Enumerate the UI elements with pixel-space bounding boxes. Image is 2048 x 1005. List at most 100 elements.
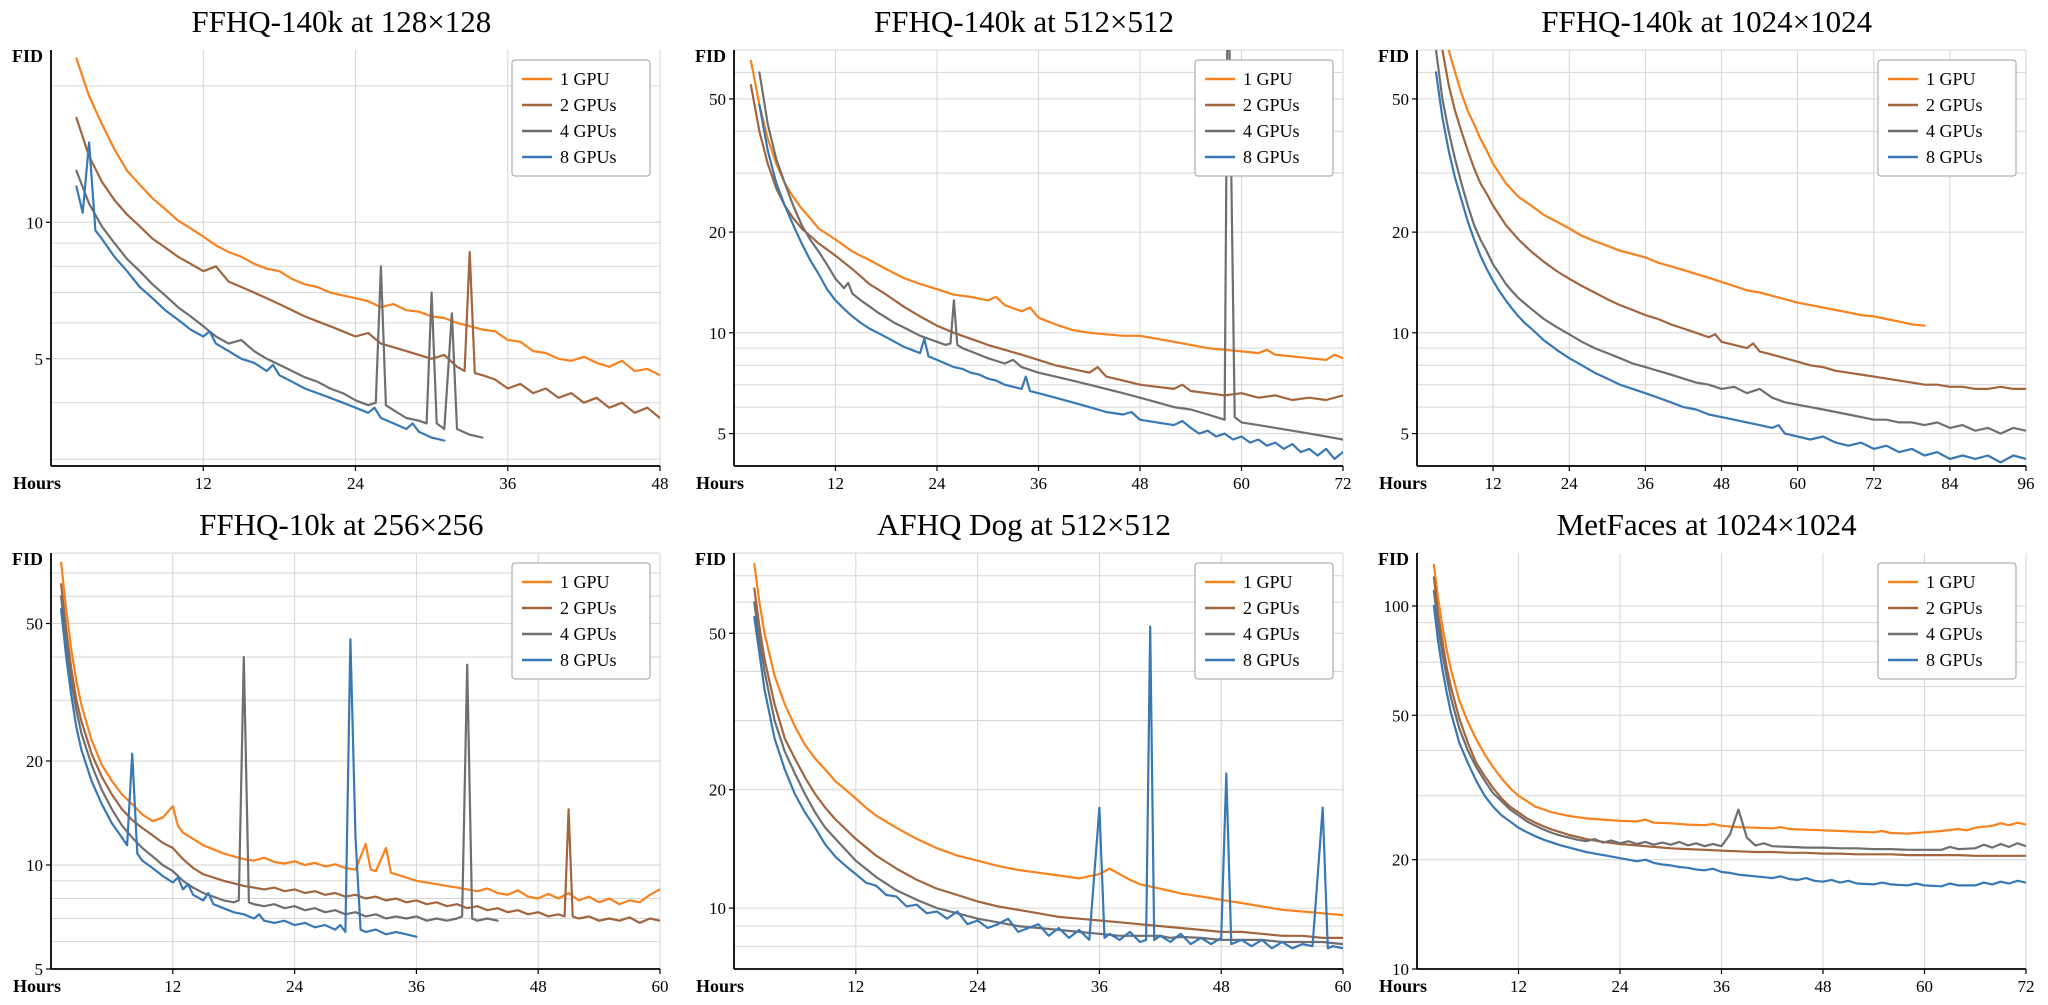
legend-label-4-gpus: 4 GPUs (1926, 624, 1983, 644)
legend-label-2-gpus: 2 GPUs (1243, 598, 1300, 618)
series-group (60, 561, 661, 938)
x-axis-label: Hours (1379, 976, 1427, 996)
legend-label-1-gpu: 1 GPU (1926, 572, 1976, 592)
legend-label-1-gpu: 1 GPU (1243, 572, 1293, 592)
x-tick-label: 96 (2017, 474, 2034, 493)
x-tick-label: 12 (195, 474, 212, 493)
x-tick-label: 12 (1510, 977, 1527, 996)
series-group (753, 562, 1343, 949)
legend-label-1-gpu: 1 GPU (560, 69, 610, 89)
x-tick-label: 24 (1560, 474, 1578, 493)
series-line-1-gpu (75, 57, 661, 377)
chart-plot: 12 24 36 48 60 72 10 20 50 100 FID Hours 1 GPU 2 GPUs… (1378, 549, 2035, 996)
x-tick-label: 24 (347, 474, 365, 493)
y-tick-label: 50 (709, 90, 726, 109)
x-tick-label: 36 (1637, 474, 1654, 493)
y-tick-label: 5 (35, 960, 44, 979)
series-line-2-gpus (749, 83, 1343, 402)
x-tick-label: 48 (1213, 977, 1230, 996)
chart-title: FFHQ-140k at 128×128 (191, 4, 492, 39)
series-line-1-gpu (60, 561, 661, 905)
legend-box (1194, 59, 1334, 177)
x-tick-label: 24 (928, 474, 946, 493)
y-tick-label: 20 (709, 780, 726, 799)
series-group (749, 50, 1343, 460)
chart-title: FFHQ-140k at 512×512 (874, 4, 1174, 39)
y-tick-label: 5 (717, 425, 726, 444)
chart-title: AFHQ Dog at 512×512 (877, 506, 1171, 542)
x-tick-label: 60 (1233, 474, 1250, 493)
series-line-1-gpu (1432, 563, 2026, 835)
y-tick-label: 50 (26, 614, 43, 633)
chart-panel-metfaces-1024: MetFaces at 1024×1024 12 24 36 48 60 72 10 20 50… (1365, 503, 2048, 1005)
series-group (1434, 50, 2026, 464)
x-axis-label: Hours (13, 976, 61, 996)
series-line-4-gpus (60, 594, 500, 922)
x-tick-label: 60 (652, 977, 669, 996)
chart-plot: 12 24 36 48 5 10 FID Hours 1 GPU 2 GPUs 4 GPUs 8 GP… (12, 46, 669, 493)
chart-panel-ffhq140k-512: FFHQ-140k at 512×512 12 24 36 48 60 72 5 10 20 50… (683, 0, 1366, 503)
legend-label-4-gpus: 4 GPUs (560, 121, 617, 141)
x-tick-label: 36 (1713, 977, 1730, 996)
x-axis-label: Hours (13, 473, 61, 493)
chart-plot: 12 24 36 48 60 5 10 20 50 FID Hours 1 GPU 2 GPUs 4 GP… (12, 549, 669, 996)
legend-label-8-gpus: 8 GPUs (1243, 147, 1300, 167)
y-tick-label: 10 (709, 899, 726, 918)
y-tick-label: 10 (26, 856, 43, 875)
x-tick-label: 60 (1916, 977, 1933, 996)
y-tick-label: 5 (1400, 425, 1409, 444)
x-tick-label: 48 (530, 977, 547, 996)
x-tick-label: 60 (1334, 977, 1351, 996)
y-axis-label: FID (12, 46, 43, 66)
series-group (75, 57, 661, 442)
series-line-4-gpus (1434, 50, 2026, 435)
series-line-4-gpus (758, 50, 1343, 441)
y-axis-label: FID (1378, 549, 1409, 569)
legend-label-1-gpu: 1 GPU (1926, 69, 1976, 89)
series-line-2-gpus (1440, 50, 2026, 390)
x-tick-label: 24 (286, 977, 304, 996)
x-axis-label: Hours (696, 976, 744, 996)
x-tick-label: 24 (1611, 977, 1629, 996)
y-tick-label: 10 (26, 213, 43, 232)
series-line-4-gpus (75, 169, 484, 439)
chart-title: FFHQ-140k at 1024×1024 (1541, 4, 1873, 39)
legend-label-8-gpus: 8 GPUs (1243, 650, 1300, 670)
series-group (1432, 563, 2026, 887)
x-tick-label: 72 (1865, 474, 1882, 493)
series-line-4-gpus (1432, 589, 2026, 851)
x-tick-label: 12 (1484, 474, 1501, 493)
legend-label-8-gpus: 8 GPUs (1926, 650, 1983, 670)
chart-title: MetFaces at 1024×1024 (1556, 506, 1857, 542)
legend-label-1-gpu: 1 GPU (560, 572, 610, 592)
x-tick-label: 60 (1789, 474, 1806, 493)
chart-title: FFHQ-10k at 256×256 (199, 506, 484, 542)
x-tick-label: 24 (969, 977, 987, 996)
y-tick-label: 50 (1392, 90, 1409, 109)
legend-box (1877, 59, 2017, 177)
y-tick-label: 10 (1392, 960, 1409, 979)
x-tick-label: 12 (165, 977, 182, 996)
chart-panel-ffhq140k-128: FFHQ-140k at 128×128 12 24 36 48 5 10 FID Hours… (0, 0, 683, 503)
x-tick-label: 12 (827, 474, 844, 493)
legend-label-2-gpus: 2 GPUs (560, 598, 617, 618)
x-tick-label: 48 (1131, 474, 1148, 493)
chart-plot: 12 24 36 48 60 72 84 96 5 10 20 50 FID Hours 1 GPU 2 GP… (1378, 46, 2035, 493)
legend-label-2-gpus: 2 GPUs (1926, 598, 1983, 618)
legend-label-2-gpus: 2 GPUs (1243, 95, 1300, 115)
x-tick-label: 36 (500, 474, 517, 493)
series-line-1-gpu (753, 562, 1343, 916)
series-line-4-gpus (753, 600, 1343, 945)
x-tick-label: 36 (1091, 977, 1108, 996)
legend-label-4-gpus: 4 GPUs (1926, 121, 1983, 141)
legend-box (511, 562, 651, 679)
x-tick-label: 72 (1334, 474, 1351, 493)
x-tick-label: 36 (1030, 474, 1047, 493)
y-tick-label: 20 (1392, 850, 1409, 869)
x-tick-label: 48 (1713, 474, 1730, 493)
series-line-8-gpus (753, 615, 1343, 949)
y-tick-label: 10 (709, 324, 726, 343)
x-tick-label: 84 (1941, 474, 1959, 493)
legend-label-4-gpus: 4 GPUs (1243, 121, 1300, 141)
legend-box (1877, 562, 2017, 679)
